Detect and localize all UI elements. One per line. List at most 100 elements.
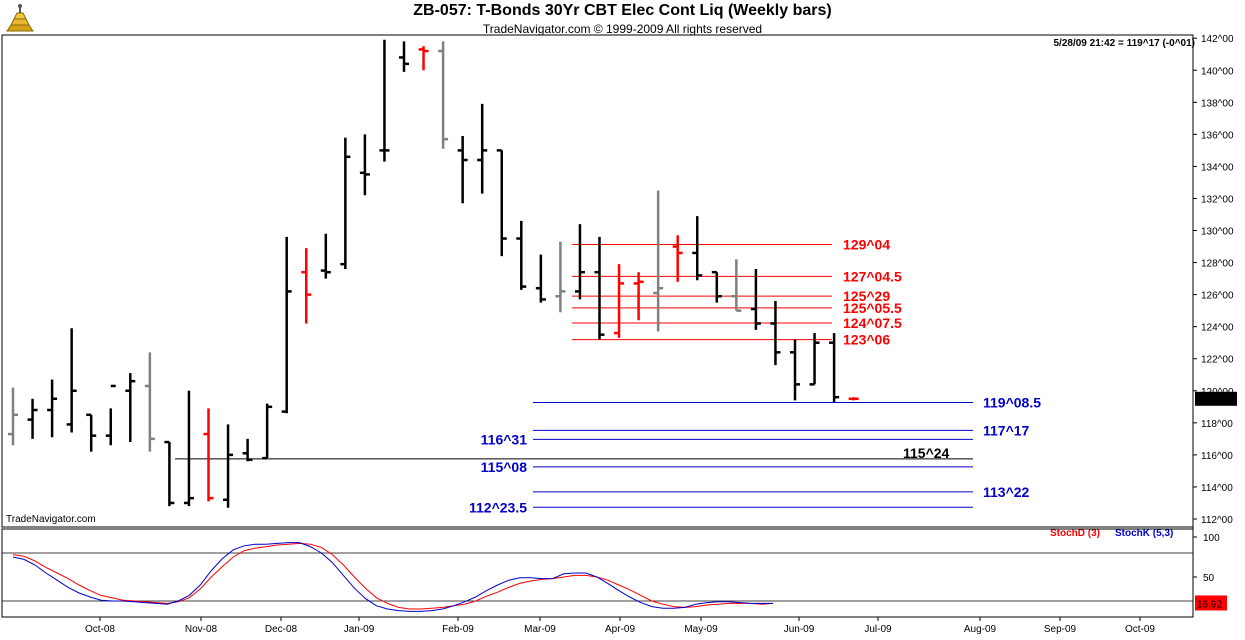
x-tick-label: Apr-09 [605,624,635,635]
price-axis: 112^00114^00116^00118^00120^00122^00124^… [1193,34,1234,526]
stoch-value-label: 16.92 [1197,599,1222,610]
stoch-tick-label: 100 [1203,533,1220,544]
y-tick-label: 116^00 [1201,451,1233,462]
ohlc-bar [203,408,214,502]
price-levels: 129^04 127^04.5 125^29125^05.5124^07.5123^… [175,237,1041,515]
y-tick-label: 138^00 [1201,98,1234,109]
x-tick-label: Dec-08 [265,624,298,635]
ohlc-bar [8,387,18,446]
y-tick-label: 112^00 [1201,515,1233,526]
level-label: 113^22 [983,484,1030,500]
y-tick-label: 136^00 [1201,130,1234,141]
ohlc-bar [320,233,331,279]
level-label: 119^08.5 [983,394,1041,410]
ohlc-bars [8,39,859,508]
ohlc-bar [27,398,38,439]
chart-title: ZB-057: T-Bonds 30Yr CBT Elec Cont Liq (… [413,2,832,19]
level-label: 117^17 [983,422,1030,438]
ohlc-bar [183,390,194,507]
x-tick-label: May-09 [684,624,718,635]
x-tick-label: Jan-09 [344,624,375,635]
ohlc-bar [164,440,175,507]
level-label: 125^05.5 [843,300,902,316]
y-tick-label: 130^00 [1201,227,1234,238]
ohlc-bar [750,268,761,330]
y-tick-label: 122^00 [1201,355,1234,366]
ohlc-bar [535,254,546,303]
ohlc-bar [692,216,703,281]
ohlc-bar [809,333,820,386]
ohlc-bar [770,301,781,366]
x-tick-label: Nov-08 [185,624,218,635]
ohlc-bar [86,413,97,452]
copyright-subtitle: TradeNavigator.com © 1999-2009 All right… [482,22,763,36]
ohlc-bar [653,190,664,332]
ohlc-bar [594,236,605,340]
y-tick-label: 140^00 [1201,66,1234,77]
stochd-legend: StochD (3) [1050,528,1100,539]
x-tick-label: Oct-09 [1125,624,1155,635]
stoch-tick-label: 50 [1203,573,1215,584]
level-label: 116^31 [481,431,528,447]
y-tick-label: 128^00 [1201,259,1234,270]
stochk-legend: StochK (5,3) [1115,528,1174,539]
stoch-line [12,542,773,612]
ohlc-bar [555,241,566,313]
last-price-tag [1195,391,1237,406]
ohlc-bar [614,264,625,338]
y-tick-label: 142^00 [1201,34,1234,45]
y-tick-label: 118^00 [1201,419,1233,430]
x-tick-label: Jul-09 [864,624,892,635]
ohlc-bar [262,403,273,460]
ohlc-bar [848,397,859,401]
x-tick-label: Mar-09 [524,624,556,635]
ohlc-bar [223,424,234,508]
ohlc-bar [125,373,136,443]
stoch-line [12,542,774,610]
ohlc-bar [399,41,409,72]
y-tick-label: 132^00 [1201,194,1234,205]
ohlc-bar [457,135,468,204]
level-label: 115^08 [481,459,528,475]
x-tick-label: Feb-09 [442,624,474,635]
ohlc-bar [438,41,449,149]
x-tick-label: Jun-09 [784,624,815,635]
y-tick-label: 114^00 [1201,483,1233,494]
level-label: 112^23.5 [469,499,527,515]
y-tick-label: 134^00 [1201,162,1234,173]
trading-pit-logo-icon [3,3,37,35]
ohlc-bar [242,438,253,462]
ohlc-bar [672,235,683,282]
ohlc-bar [418,46,429,71]
ohlc-bar [496,149,507,257]
level-label: 129^04 [843,237,890,253]
stoch-panel-frame [1,528,1194,618]
ohlc-bar [340,137,351,269]
x-tick-label: Aug-09 [964,624,997,635]
ohlc-bar [379,39,390,162]
ohlc-bar [66,328,77,433]
level-label: 127^04.5 [843,268,902,284]
ohlc-bar [359,134,370,196]
ohlc-bar [711,270,722,303]
level-label: 125^29 [843,288,890,304]
ohlc-bar [105,384,116,446]
x-tick-label: Sep-09 [1044,624,1077,635]
ohlc-bar [790,339,800,401]
y-tick-label: 126^00 [1201,291,1234,302]
ohlc-bar [301,248,312,324]
time-axis: Oct-08 Nov-08 Dec-08 Jan-09 Feb-09 Mar-09 Apr-… [85,617,1155,635]
y-tick-label: 124^00 [1201,323,1234,334]
x-tick-label: Oct-08 [85,624,115,635]
ohlc-bar [574,224,585,300]
ohlc-bar [516,220,527,290]
ohlc-bar [477,103,488,194]
level-label: 123^06 [843,332,890,348]
stoch-value-tag [1195,595,1227,611]
stochastic-panel: 50 100 16.92 [2,533,1227,612]
price-panel-frame [1,34,1194,528]
level-label: 124^07.5 [843,315,902,331]
ohlc-bar [281,236,292,414]
last-quote-info: 5/28/09 21:42 = 119^17 (-0^01) [1053,38,1195,49]
